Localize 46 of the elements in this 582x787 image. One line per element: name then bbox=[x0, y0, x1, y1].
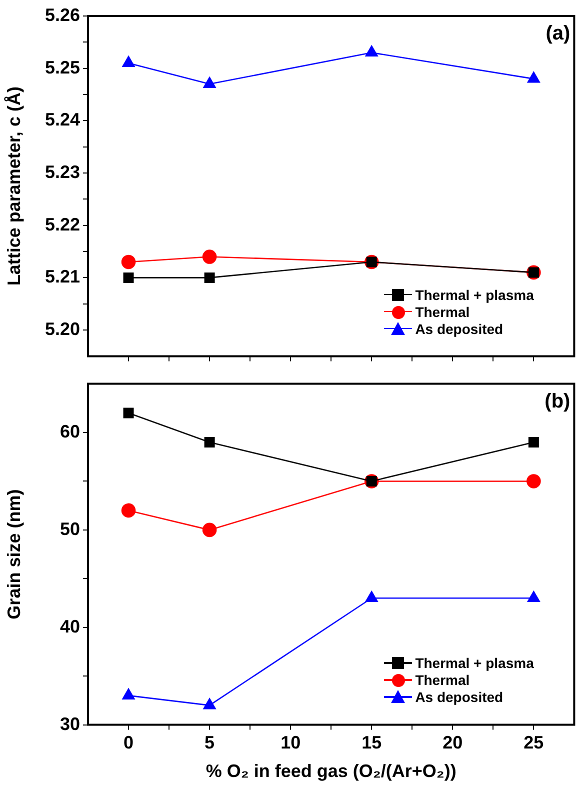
y-tick-label: 5.20 bbox=[44, 319, 80, 339]
annotation: (b) bbox=[544, 390, 570, 412]
legend-label: Thermal bbox=[415, 304, 470, 320]
y-axis-title: Lattice parameter, c (Å) bbox=[4, 86, 24, 286]
point bbox=[527, 72, 540, 83]
point bbox=[203, 698, 216, 710]
point bbox=[204, 437, 215, 448]
y-tick-label: 30 bbox=[60, 714, 80, 734]
y-tick-label: 5.22 bbox=[44, 214, 80, 234]
y-tick-label: 60 bbox=[60, 421, 80, 442]
point bbox=[123, 408, 134, 418]
y-tick-label: 5.21 bbox=[44, 266, 80, 287]
y-tick-label: 40 bbox=[60, 616, 80, 636]
point bbox=[204, 272, 215, 283]
point bbox=[121, 254, 136, 270]
y-tick-label: 5.25 bbox=[44, 57, 80, 78]
point bbox=[121, 503, 136, 518]
point bbox=[202, 250, 217, 264]
y-tick-label: 50 bbox=[60, 518, 80, 539]
point bbox=[202, 522, 217, 538]
y-tick-label: 5.26 bbox=[44, 4, 80, 25]
point bbox=[122, 688, 135, 700]
point bbox=[123, 272, 134, 283]
point bbox=[365, 590, 378, 602]
legend-label: Thermal bbox=[415, 672, 470, 688]
x-tick-label: 25 bbox=[524, 732, 544, 753]
x-tick-label: 15 bbox=[362, 732, 382, 753]
y-axis-title: Grain size (nm) bbox=[4, 489, 24, 620]
point bbox=[526, 474, 541, 488]
point bbox=[203, 76, 216, 88]
annotation: (a) bbox=[546, 22, 570, 45]
y-tick-label: 5.24 bbox=[44, 110, 80, 130]
point bbox=[122, 56, 135, 68]
x-tick-label: 10 bbox=[280, 732, 301, 753]
x-tick-label: 0 bbox=[124, 732, 134, 753]
point bbox=[365, 45, 378, 57]
x-axis-title: % O₂ in feed gas (O₂/(Ar+O₂)) bbox=[206, 761, 456, 782]
x-tick-label: 20 bbox=[442, 732, 463, 753]
legend-label: As deposited bbox=[415, 320, 504, 337]
point bbox=[528, 437, 539, 448]
legend-label: Thermal + plasma bbox=[415, 286, 534, 303]
point bbox=[527, 590, 540, 602]
y-tick-label: 5.23 bbox=[44, 162, 80, 182]
legend-label: Thermal + plasma bbox=[415, 655, 534, 672]
x-tick-label: 5 bbox=[204, 732, 215, 753]
legend-label: As deposited bbox=[415, 689, 504, 706]
